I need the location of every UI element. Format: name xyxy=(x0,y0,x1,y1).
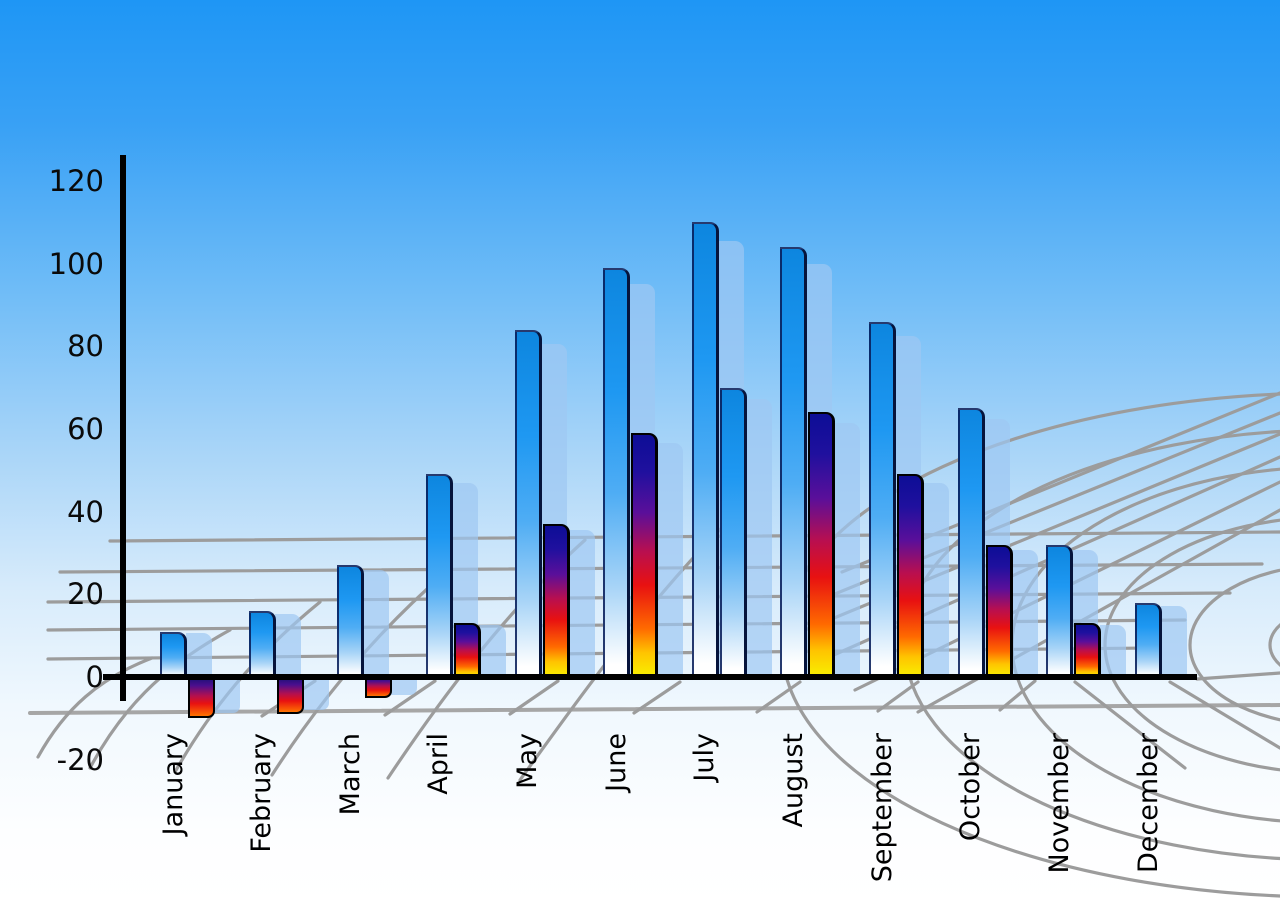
bar-june-series2 xyxy=(631,433,659,677)
y-tick-label-120: 120 xyxy=(48,164,104,198)
y-axis-line xyxy=(120,155,126,701)
bar-april-series2 xyxy=(453,623,481,677)
month-label-december: December xyxy=(1132,733,1164,874)
bar-october-series1 xyxy=(957,408,985,677)
bar-echo-october-series2 xyxy=(1011,550,1038,677)
bar-february-series1 xyxy=(248,610,276,677)
bar-echo-march-series2 xyxy=(391,677,418,696)
bar-october-series2 xyxy=(985,544,1013,677)
bar-september-series2 xyxy=(897,474,925,677)
y-tick-label-0: 0 xyxy=(85,660,104,694)
bar-echo-september-series2 xyxy=(923,482,950,677)
y-tick-label-80: 80 xyxy=(67,329,104,364)
bar-echo-november-series2 xyxy=(1100,625,1127,677)
bar-echo-january-series2 xyxy=(214,677,240,714)
y-tick-label-20: 20 xyxy=(67,577,104,612)
bar-july-series1 xyxy=(691,222,719,677)
month-label-july: July xyxy=(689,733,721,782)
month-label-august: August xyxy=(777,733,809,828)
zero-baseline xyxy=(103,674,1197,680)
bar-august-series2 xyxy=(808,412,836,677)
bar-january-series1 xyxy=(160,631,187,677)
bar-echo-may-series2 xyxy=(568,530,595,677)
bar-august-series1 xyxy=(780,247,808,677)
month-label-june: June xyxy=(600,733,632,792)
bar-january-series2 xyxy=(188,677,215,719)
bar-echo-march-series1 xyxy=(363,569,390,677)
bar-echo-june-series2 xyxy=(657,442,684,677)
bar-echo-august-series2 xyxy=(834,423,861,677)
y-tick-label-40: 40 xyxy=(67,494,104,529)
bar-may-series1 xyxy=(514,329,542,677)
bar-december-series1 xyxy=(1135,602,1163,677)
month-label-may: May xyxy=(512,733,544,789)
bar-february-series2 xyxy=(276,677,304,715)
month-label-april: April xyxy=(423,733,455,795)
month-label-september: September xyxy=(866,733,898,883)
month-label-october: October xyxy=(955,733,987,842)
bar-july-series2 xyxy=(719,387,747,677)
y-tick-label-60: 60 xyxy=(67,412,104,446)
bar-echo-february-series1 xyxy=(274,613,301,677)
bar-june-series1 xyxy=(603,267,631,677)
bar-april-series1 xyxy=(425,474,453,677)
bar-march-series1 xyxy=(337,565,365,677)
bar-may-series2 xyxy=(542,524,570,677)
month-label-march: March xyxy=(334,733,366,816)
bar-march-series2 xyxy=(365,677,393,698)
month-label-january: January xyxy=(157,733,189,836)
month-label-november: November xyxy=(1043,733,1075,874)
bar-echo-january-series1 xyxy=(186,633,212,677)
bar-echo-december-series1 xyxy=(1161,605,1188,677)
bar-september-series1 xyxy=(869,321,897,677)
y-tick-label--20: -20 xyxy=(56,742,104,777)
bar-echo-february-series2 xyxy=(302,677,329,710)
month-label-february: February xyxy=(246,733,278,853)
grid-bottom-line xyxy=(28,703,1280,715)
bar-november-series1 xyxy=(1046,544,1074,677)
y-tick-label-100: 100 xyxy=(48,246,104,281)
bar-november-series2 xyxy=(1074,623,1102,677)
bar-echo-july-series2 xyxy=(745,399,772,677)
bar-echo-april-series2 xyxy=(479,625,506,677)
